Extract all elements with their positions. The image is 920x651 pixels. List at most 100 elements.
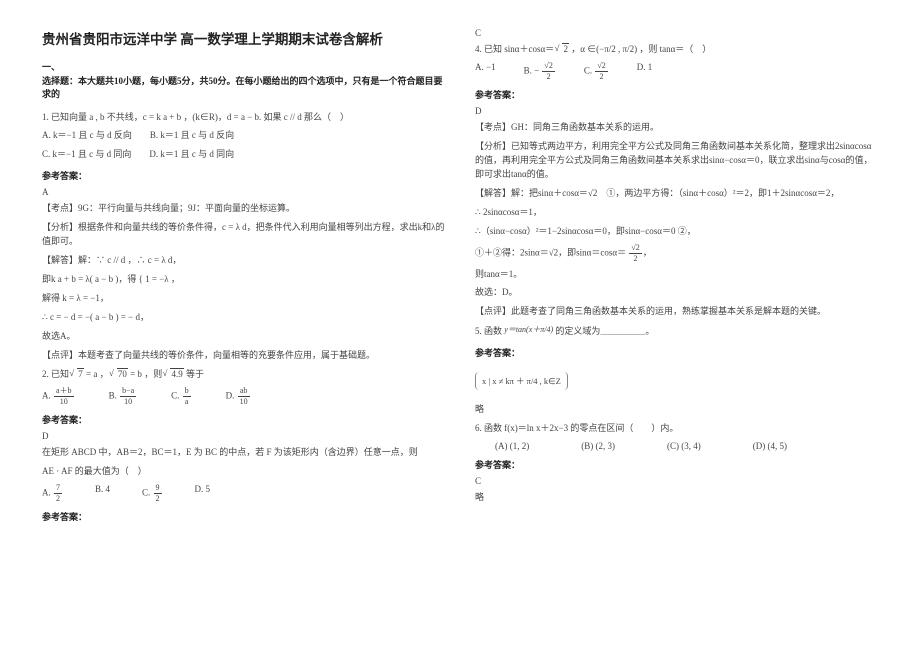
fraction-icon: b−a10 — [120, 387, 136, 406]
q4-tail: ，则 tanα＝（ ） — [639, 44, 711, 54]
fraction-icon: a＋b10 — [54, 387, 74, 406]
q3-optC-label: C. — [142, 487, 150, 497]
q3-ans: C — [475, 28, 878, 38]
q2-raeq: = a — [86, 369, 97, 379]
q4-optD: D. 1 — [637, 62, 653, 81]
q1-dp: 【点评】本题考查了向量共线的等价条件，向量相等的充要条件应用，属于基础题。 — [42, 349, 445, 363]
q1-jd4: ∴ c = − d = −( a − b ) = − d， — [42, 311, 445, 325]
q2-options: A. a＋b10 B. b−a10 C. ba D. ab10 — [42, 387, 445, 406]
q3-fA-d: 2 — [54, 494, 62, 503]
q4-jd1: 【解答】解：把sinα＋cosα＝√2 ①，两边平方得：（sinα＋cosα）²… — [475, 187, 878, 201]
q2-rbeq: = b — [130, 369, 142, 379]
q4-optC-label: C. — [584, 66, 592, 76]
fraction-icon: √22 — [629, 244, 641, 263]
q2-optA: A. a＋b10 — [42, 387, 75, 406]
section-one-num: 一、 — [42, 62, 60, 72]
q5-stem: 5. 函数 y＝tan(x＋π/4) 的定义域为＿＿＿＿＿。 — [475, 324, 878, 339]
sqrt-icon: 7 — [71, 368, 84, 382]
fraction-icon: 92 — [154, 484, 162, 503]
q4-optB-label: B. − — [524, 66, 540, 76]
q3-optA-label: A. — [42, 487, 51, 497]
fraction-icon: √22 — [542, 62, 554, 81]
q3-optB: B. 4 — [95, 484, 110, 503]
fraction-icon: ab10 — [238, 387, 250, 406]
q4-fB-n: √2 — [542, 62, 554, 72]
q3-optD: D. 5 — [195, 484, 211, 503]
q6-optB: (B) (2, 3) — [581, 441, 615, 451]
q1-optB: B. k＝1 且 c 与 d 反向 — [150, 130, 234, 140]
q4-jd6: 故选：D。 — [475, 286, 878, 300]
q5-ans-label: 参考答案： — [475, 346, 878, 359]
left-column: 贵州省贵阳市远洋中学 高一数学理上学期期末试卷含解析 一、 选择题：本大题共10… — [42, 28, 445, 523]
q1-jd2: 即k a + b = λ( a − b )，得 { 1 = −λ ， — [42, 273, 445, 287]
q4-jd5: 则tanα＝1。 — [475, 268, 878, 282]
q2-optC-label: C. — [171, 390, 179, 400]
q2-optC: C. ba — [171, 387, 192, 406]
q4-jd2: ∴ 2sinαcosα＝1， — [475, 206, 878, 220]
q3-fC-d: 2 — [154, 494, 162, 503]
brace-icon: x | x ≠ kπ ＋ π/4 , k∈Z — [475, 372, 568, 390]
q4-rt2: 2 — [562, 43, 569, 54]
q4-optC: C. √22 — [584, 62, 609, 81]
q1-jd3: 解得 k = λ = −1， — [42, 292, 445, 306]
q2-stem: 2. 已知 7 = a ， 70 = b ，则 4.9 等于 — [42, 368, 445, 382]
q4-fC-d: 2 — [595, 72, 607, 81]
q2-fA-d: 10 — [54, 397, 74, 406]
q4-jd4: ①＋②得：2sinα＝√2，即sinα＝cosα＝ √22， — [475, 244, 878, 263]
q1-jd-head: 【解答】解：∵ c // d ，∴ c = λ d， — [42, 254, 445, 268]
q1-row1: A. k＝−1 且 c 与 d 反向 B. k＝1 且 c 与 d 反向 — [42, 129, 445, 143]
q6-optD: (D) (4, 5) — [753, 441, 787, 451]
q6-stem: 6. 函数 f(x)＝ln x＋2x−3 的零点在区间（ ）内。 — [475, 422, 878, 436]
q2-optB: B. b−a10 — [109, 387, 138, 406]
q3-stem2: AE · AF 的最大值为（ ） — [42, 465, 445, 479]
q2-ans-label: 参考答案： — [42, 413, 445, 426]
q4-fx: 【分析】已知等式两边平方，利用完全平方公式及同角三角函数间基本关系化简，整理求出… — [475, 140, 878, 182]
q4-jd4-pre: ①＋②得：2sinα＝√2，即sinα＝cosα＝ — [475, 247, 626, 257]
q2-suf: ，则 — [144, 369, 162, 379]
sqrt-icon: 2 — [556, 43, 569, 57]
q1-row2: C. k＝−1 且 c 与 d 同向 D. k＝1 且 c 与 d 同向 — [42, 148, 445, 162]
q3-ans-label: 参考答案： — [42, 510, 445, 523]
q4-optB: B. − √22 — [524, 62, 556, 81]
q2-rc: 4.9 — [170, 368, 183, 379]
q4-fB-d: 2 — [542, 72, 554, 81]
q6-options: (A) (1, 2) (B) (2, 3) (C) (3, 4) (D) (4,… — [475, 441, 878, 451]
q4-fC-n: √2 — [595, 62, 607, 72]
q1-optC: C. k＝−1 且 c 与 d 同向 — [42, 149, 131, 159]
q3-fA-n: 7 — [54, 484, 62, 494]
q3-optC: C. 92 — [142, 484, 163, 503]
q1-stem: 1. 已知向量 a , b 不共线，c = k a + b ，(k∈R)，d =… — [42, 111, 445, 125]
q5-set-expr: x | x ≠ kπ ＋ π/4 , k∈Z — [482, 376, 561, 386]
fraction-icon: √22 — [595, 62, 607, 81]
q1-ans-label: 参考答案： — [42, 169, 445, 182]
q4-ans: D — [475, 106, 878, 116]
q6-ans: C — [475, 476, 878, 486]
q5-tail: 的定义域为＿＿＿＿＿。 — [555, 326, 654, 336]
q4-mid: ，α — [571, 44, 585, 54]
q1-ans: A — [42, 187, 445, 197]
q2-mid: ， — [100, 369, 109, 379]
q2-fB-d: 10 — [120, 397, 136, 406]
q1-fx: 【分析】根据条件和向量共线的等价条件得，c = λ d，把条件代入利用向量相等列… — [42, 221, 445, 249]
q2-optD: D. ab10 — [226, 387, 251, 406]
doc-title: 贵州省贵阳市远洋中学 高一数学理上学期期末试卷含解析 — [42, 28, 445, 48]
section-one-desc: 选择题：本大题共10小题，每小题5分，共50分。在每小题给出的四个选项中，只有是… — [42, 76, 443, 100]
q4-jd3: ∴（sinα−cosα）²＝1−2sinαcosα＝0，即sinα−cosα＝0… — [475, 225, 878, 239]
q4-jd4-n: √2 — [629, 244, 641, 254]
q2-fC-d: a — [183, 397, 191, 406]
q2-fA-n: a＋b — [54, 387, 74, 397]
q6-lue: 略 — [475, 491, 878, 505]
q4-pre: 4. 已知 sinα＋cosα＝ — [475, 44, 554, 54]
q2-ans: D — [42, 431, 445, 441]
q3-fC-n: 9 — [154, 484, 162, 494]
q2-optD-label: D. — [226, 390, 235, 400]
q4-options: A. −1 B. − √22 C. √22 D. 1 — [475, 62, 878, 81]
q4-kd: 【考点】GH：同角三角函数基本关系的运用。 — [475, 121, 878, 135]
q2-optB-label: B. — [109, 390, 117, 400]
q6-ans-label: 参考答案： — [475, 458, 878, 471]
fraction-icon: 72 — [54, 484, 62, 503]
q1-jd5: 故选A。 — [42, 330, 445, 344]
q6-optA: (A) (1, 2) — [495, 441, 529, 451]
q2-fD-d: 10 — [238, 397, 250, 406]
q5-lue: 略 — [475, 403, 878, 417]
